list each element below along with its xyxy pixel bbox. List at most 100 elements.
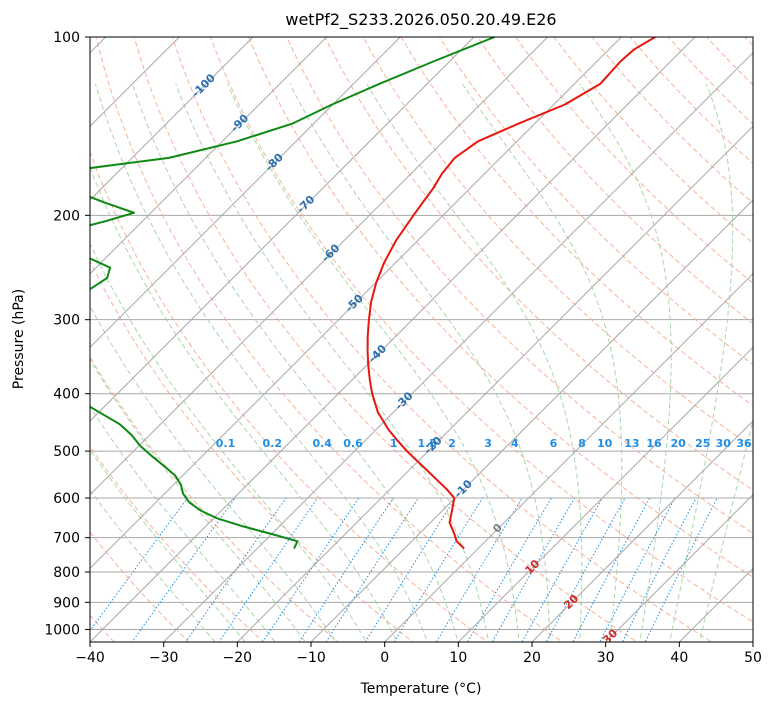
y-tick-label: 1000	[44, 622, 80, 638]
isotherm-line	[90, 37, 402, 349]
x-tick-label: 50	[744, 650, 762, 666]
dry-adiabat-line	[171, 37, 713, 642]
mixing-ratio-label: 36	[736, 437, 752, 450]
moist-adiabat-line	[579, 83, 672, 642]
temperature-profile-line	[366, 37, 656, 550]
mixing-ratio-line	[364, 497, 456, 642]
moist-adiabats	[90, 83, 753, 642]
dry-adiabat-line	[362, 37, 753, 449]
mixing-ratio-label: 2	[448, 437, 456, 450]
y-tick-label: 300	[53, 313, 80, 329]
moist-adiabat-line	[131, 83, 459, 642]
x-tick-label: −40	[75, 650, 105, 666]
moist-adiabat-line	[669, 83, 734, 642]
isotherm-line	[457, 346, 753, 642]
dry-adiabats	[90, 37, 753, 642]
mixing-ratio-label: 20	[671, 437, 687, 450]
y-axis: 100 200 300 400 500 600 700 800 900 1000	[44, 30, 90, 638]
moist-adiabat-line	[699, 418, 753, 642]
mixing-ratio-label: 1	[390, 437, 398, 450]
dry-adiabat-line	[133, 37, 638, 642]
mixing-ratio-line	[521, 497, 603, 642]
mixing-ratio-lines	[90, 497, 718, 642]
mixing-ratio-label: 0.6	[343, 437, 363, 450]
mixing-ratio-label: 8	[578, 437, 586, 450]
x-tick-label: −30	[149, 650, 179, 666]
moist-adiabat-line	[90, 305, 337, 642]
moist-adiabat-line	[90, 242, 367, 642]
mixing-ratio-label: 30	[716, 437, 732, 450]
mixing-ratio-line	[131, 497, 236, 642]
dry-adiabat-line	[95, 37, 564, 642]
chart-title: wetPf2_S233.2026.050.20.49.E26	[285, 10, 556, 30]
dry-adiabat-line	[400, 37, 753, 407]
isotherm-line	[531, 420, 753, 642]
mixing-ratio-line	[599, 497, 676, 642]
mixing-ratio-line	[393, 497, 483, 642]
isotherm-line	[90, 37, 549, 496]
mixing-ratio-line	[491, 497, 575, 642]
isotherm-line	[90, 37, 623, 570]
mixing-ratio-label: 0.4	[312, 437, 332, 450]
isotherm-line	[90, 37, 254, 201]
mixing-ratio-line	[572, 497, 651, 642]
mixing-ratio-line	[262, 497, 360, 642]
mixing-ratio-label: 1.5	[417, 437, 437, 450]
mixing-ratio-line	[90, 497, 189, 632]
moist-adiabat-line	[90, 165, 398, 642]
isotherm-line	[310, 199, 753, 642]
isotherm-line	[90, 37, 328, 275]
isotherm-line	[90, 37, 475, 422]
mixing-ratio-label: 25	[695, 437, 710, 450]
x-tick-label: 40	[670, 650, 688, 666]
y-tick-label: 900	[53, 595, 80, 611]
isobar-gridlines	[90, 37, 753, 630]
mixing-ratio-label: 6	[550, 437, 558, 450]
mixing-ratio-label: 13	[624, 437, 639, 450]
mixing-ratio-label: 4	[511, 437, 519, 450]
y-tick-label: 100	[53, 30, 80, 46]
y-tick-label: 400	[53, 387, 80, 403]
dry-adiabat-line	[286, 37, 753, 534]
mixing-ratio-label: 3	[484, 437, 492, 450]
dry-adiabat-line	[248, 37, 753, 578]
y-tick-label: 700	[53, 531, 80, 547]
x-axis-label: Temperature (°C)	[360, 681, 482, 697]
mixing-ratio-line	[621, 497, 697, 642]
dry-adiabat-line	[324, 37, 753, 491]
x-tick-label: 30	[597, 650, 615, 666]
y-tick-label: 600	[53, 491, 80, 507]
isotherm-line	[604, 493, 753, 642]
sounding-profiles	[90, 37, 656, 550]
moist-adiabat-line	[175, 83, 490, 642]
plot-frame	[89, 36, 754, 643]
x-tick-label: −20	[223, 650, 253, 666]
dry-adiabat-line	[90, 531, 190, 642]
y-tick-label: 800	[53, 565, 80, 581]
dewpoint-profile-line	[90, 37, 495, 549]
mixing-ratio-label: 0.2	[263, 437, 283, 450]
dry-adiabat-line	[90, 356, 340, 642]
mixing-ratio-label: 0.1	[216, 437, 236, 450]
moist-adiabat-line	[226, 83, 520, 642]
mixing-ratio-line	[644, 497, 718, 642]
x-tick-label: 10	[449, 650, 467, 666]
dry-adiabat-line	[90, 259, 414, 642]
mixing-ratio-label: 10	[597, 437, 613, 450]
y-tick-label: 500	[53, 444, 80, 460]
x-tick-label: 20	[523, 650, 541, 666]
moist-adiabat-line	[90, 358, 306, 642]
isotherm-line	[90, 37, 696, 642]
mixing-ratio-line	[218, 497, 318, 642]
moist-adiabat-line	[461, 83, 623, 642]
moist-adiabat-line	[289, 83, 550, 642]
isotherm-line	[162, 51, 753, 642]
dry-adiabat-line	[90, 445, 265, 642]
isotherm-gridlines	[90, 37, 753, 642]
x-tick-label: 0	[380, 650, 389, 666]
isotherm-line	[236, 125, 753, 642]
mixing-ratio-line	[185, 497, 287, 642]
dry-adiabat-line	[209, 37, 753, 623]
isotherm-line	[383, 272, 753, 642]
